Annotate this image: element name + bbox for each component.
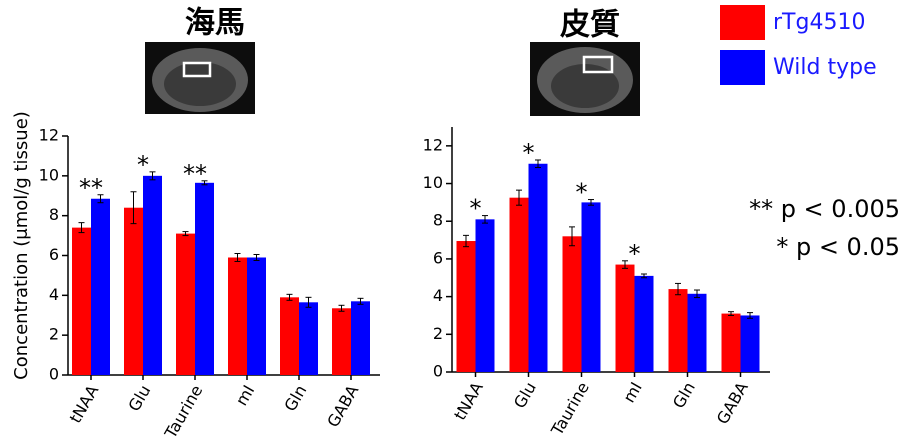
bar bbox=[299, 302, 318, 375]
significance-mark: * bbox=[523, 139, 535, 167]
bar bbox=[722, 314, 741, 372]
figure: rTg4510Wild type ** p < 0.005* p < 0.05 … bbox=[0, 0, 908, 443]
significance-note: * p < 0.05 bbox=[776, 233, 900, 261]
bar bbox=[635, 276, 654, 372]
significance-mark: * bbox=[576, 179, 588, 207]
x-tick-label: tNAA bbox=[66, 382, 103, 427]
y-tick-label: 12 bbox=[39, 126, 59, 145]
bar bbox=[476, 219, 495, 372]
bar bbox=[669, 289, 688, 372]
x-tick-label: Glu bbox=[510, 379, 540, 412]
legend-swatch bbox=[720, 5, 765, 40]
notes: ** p < 0.005 * p < 0.05 bbox=[749, 195, 900, 261]
legend-swatch bbox=[720, 50, 765, 85]
y-tick-label: 4 bbox=[49, 285, 59, 304]
y-tick-label: 12 bbox=[423, 135, 443, 154]
y-tick-label: 8 bbox=[49, 205, 59, 224]
chart-title: 皮質 bbox=[560, 8, 620, 43]
y-axis-label: Concentration (μmol/g tissue) bbox=[11, 111, 32, 380]
bar bbox=[176, 234, 195, 375]
bar bbox=[563, 236, 582, 372]
bar bbox=[582, 202, 601, 372]
y-tick-label: 4 bbox=[433, 286, 443, 305]
mri-image-cortex bbox=[530, 42, 640, 116]
legend: rTg4510 Wild type bbox=[720, 5, 877, 85]
bar bbox=[72, 228, 91, 375]
x-tick-label: GABA bbox=[713, 379, 752, 428]
bar bbox=[228, 257, 247, 375]
x-tick-label: GABA bbox=[323, 382, 362, 431]
bar bbox=[247, 257, 266, 375]
x-tick-label: mI bbox=[232, 382, 259, 409]
bar bbox=[510, 198, 529, 372]
legend-label: Wild type bbox=[773, 55, 877, 80]
y-tick-label: 8 bbox=[433, 211, 443, 230]
bar bbox=[195, 183, 214, 375]
y-tick-label: 10 bbox=[423, 173, 443, 192]
bar bbox=[457, 241, 476, 372]
significance-mark: ** bbox=[79, 174, 103, 202]
significance-mark: * bbox=[137, 151, 149, 179]
y-tick-label: 2 bbox=[49, 325, 59, 344]
x-tick-label: mI bbox=[619, 379, 646, 406]
significance-mark: ** bbox=[183, 160, 207, 188]
bar bbox=[688, 294, 707, 372]
y-tick-label: 0 bbox=[433, 362, 443, 381]
significance-mark: * bbox=[629, 240, 641, 268]
bar bbox=[529, 164, 548, 372]
mri-image-hippocampus bbox=[145, 42, 255, 114]
bar bbox=[143, 176, 162, 375]
bar bbox=[616, 265, 635, 372]
significance-note: ** p < 0.005 bbox=[749, 195, 900, 223]
x-tick-label: Taurine bbox=[160, 382, 206, 443]
y-tick-label: 6 bbox=[433, 248, 443, 267]
bar bbox=[351, 301, 370, 375]
significance-mark: * bbox=[470, 195, 482, 223]
legend-label: rTg4510 bbox=[773, 10, 865, 35]
x-tick-label: Gln bbox=[669, 379, 699, 412]
bar bbox=[741, 315, 760, 372]
y-tick-label: 10 bbox=[39, 165, 59, 184]
bar bbox=[280, 297, 299, 375]
y-tick-label: 0 bbox=[49, 365, 59, 384]
y-tick-label: 2 bbox=[433, 324, 443, 343]
y-tick-label: 6 bbox=[49, 245, 59, 264]
x-tick-label: Taurine bbox=[547, 379, 593, 440]
x-tick-label: Glu bbox=[124, 382, 154, 415]
x-tick-label: tNAA bbox=[450, 379, 487, 424]
bar bbox=[91, 199, 110, 375]
bar bbox=[124, 208, 143, 375]
bar bbox=[332, 308, 351, 375]
x-tick-label: Gln bbox=[280, 382, 310, 415]
chart-title: 海馬 bbox=[185, 6, 245, 41]
